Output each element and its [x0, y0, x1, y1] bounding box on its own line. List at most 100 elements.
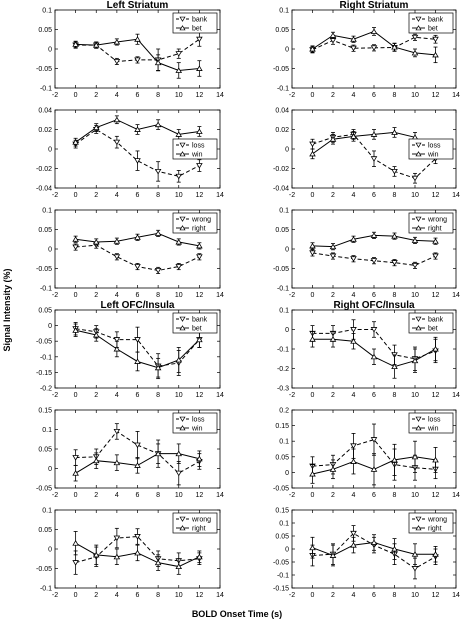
- y-tick-label: 0.15: [275, 508, 289, 515]
- x-tick-label: 8: [156, 192, 160, 199]
- x-tick-label: -2: [52, 492, 58, 499]
- data-point: [72, 236, 79, 242]
- legend-label: right: [428, 526, 442, 533]
- series-bank: [309, 33, 439, 54]
- data-point: [350, 256, 357, 262]
- chart-title: Left OFC/Insula: [101, 300, 175, 311]
- x-tick-label: 2: [94, 392, 98, 399]
- legend-marker: [179, 16, 186, 22]
- x-tick-label: 8: [156, 392, 160, 399]
- data-point: [134, 549, 141, 556]
- chart-title: Right OFC/Insula: [333, 300, 415, 311]
- legend-label: bet: [428, 326, 438, 333]
- legend-label: win: [427, 152, 439, 159]
- data-point: [72, 41, 79, 47]
- y-tick-label: -0.04: [36, 186, 52, 193]
- x-tick-label: 4: [115, 292, 119, 299]
- legend-marker: [179, 316, 186, 322]
- y-tick-label: -0.15: [273, 586, 289, 593]
- data-point: [370, 45, 378, 51]
- x-tick-label: 8: [393, 392, 397, 399]
- chart-panel-7: -2 0 2 4 6 8 10 12 14 -0.2 -0.15 -0.1 -0.05 0 0.05 Left…: [36, 300, 224, 399]
- legend-marker: [415, 25, 422, 31]
- data-point: [196, 336, 203, 343]
- data-point: [370, 232, 378, 238]
- data-point: [196, 128, 203, 134]
- legend-marker: [179, 425, 186, 431]
- x-tick-label: 0: [311, 392, 315, 399]
- chart-panel-12: -2 0 2 4 6 8 10 12 14 -0.15 -0.1 -0.05 0 0.05 0.1 0.15 w…: [273, 508, 460, 600]
- y-tick-label: 0.1: [279, 208, 289, 215]
- legend-label: win: [427, 426, 439, 433]
- y-tick-label: 0.1: [279, 521, 289, 528]
- chart-title: Left Striatum: [107, 0, 169, 11]
- x-tick-label: 2: [331, 192, 335, 199]
- data-point: [329, 37, 337, 44]
- y-tick-label: -0.04: [273, 186, 289, 193]
- x-tick-label: 2: [94, 492, 98, 499]
- x-tick-label: 0: [311, 192, 315, 199]
- data-point: [72, 327, 79, 333]
- series-win: [72, 115, 203, 147]
- x-tick-label: 6: [372, 492, 376, 499]
- data-point: [196, 254, 203, 260]
- data-point: [432, 345, 439, 352]
- x-tick-label: 2: [331, 292, 335, 299]
- data-point: [113, 38, 121, 45]
- x-tick-label: 14: [452, 292, 460, 299]
- series-wrong: [72, 241, 203, 274]
- x-tick-label: 14: [216, 292, 224, 299]
- x-tick-label: 10: [175, 192, 183, 199]
- data-point: [370, 258, 378, 264]
- x-tick-label: 0: [74, 392, 78, 399]
- data-point: [391, 260, 398, 266]
- legend: loss win: [408, 138, 454, 160]
- y-tick-label: 0: [285, 470, 289, 477]
- y-tick-label: -0.1: [40, 354, 52, 361]
- chart-title: Right Striatum: [340, 0, 409, 11]
- y-tick-label: -0.05: [36, 266, 52, 273]
- legend-label: wrong: [191, 217, 211, 224]
- legend-label: bank: [428, 17, 444, 24]
- x-tick-label: 12: [195, 492, 203, 499]
- x-tick-label: 0: [311, 292, 315, 299]
- data-point: [391, 363, 398, 370]
- x-tick-label: -2: [52, 592, 58, 599]
- x-tick-label: -2: [289, 92, 295, 99]
- data-point: [350, 338, 357, 344]
- data-point: [350, 541, 357, 548]
- data-point: [72, 470, 79, 476]
- data-point: [370, 539, 378, 545]
- y-tick-label: 0.05: [38, 227, 52, 234]
- x-tick-label: 6: [136, 192, 140, 199]
- legend-label: wrong: [427, 217, 447, 224]
- legend-marker: [179, 151, 186, 157]
- x-tick-label: 12: [432, 492, 440, 499]
- series-win: [72, 443, 203, 482]
- data-point: [350, 530, 357, 537]
- data-point: [309, 150, 316, 157]
- data-point: [432, 253, 439, 260]
- x-tick-label: -2: [52, 392, 58, 399]
- x-tick-label: 12: [432, 192, 440, 199]
- legend: wrong right: [172, 512, 218, 534]
- y-tick-label: 0: [48, 47, 52, 54]
- y-tick-label: 0.05: [38, 27, 52, 34]
- y-tick-label: -0.2: [40, 386, 52, 393]
- legend-marker: [415, 325, 422, 331]
- data-point: [134, 264, 141, 270]
- data-point: [72, 560, 79, 566]
- legend-marker: [179, 225, 186, 231]
- y-tick-label: 0.05: [38, 308, 52, 315]
- x-tick-label: 10: [175, 492, 183, 499]
- data-point: [411, 357, 419, 364]
- data-point: [391, 129, 398, 135]
- data-point: [175, 131, 183, 137]
- x-tick-label: 0: [311, 92, 315, 99]
- y-tick-label: 0.05: [275, 227, 289, 234]
- data-point: [370, 466, 378, 472]
- data-point: [350, 45, 357, 52]
- legend-marker: [415, 142, 422, 148]
- x-tick-label: 0: [311, 592, 315, 599]
- legend-label: bet: [192, 26, 202, 33]
